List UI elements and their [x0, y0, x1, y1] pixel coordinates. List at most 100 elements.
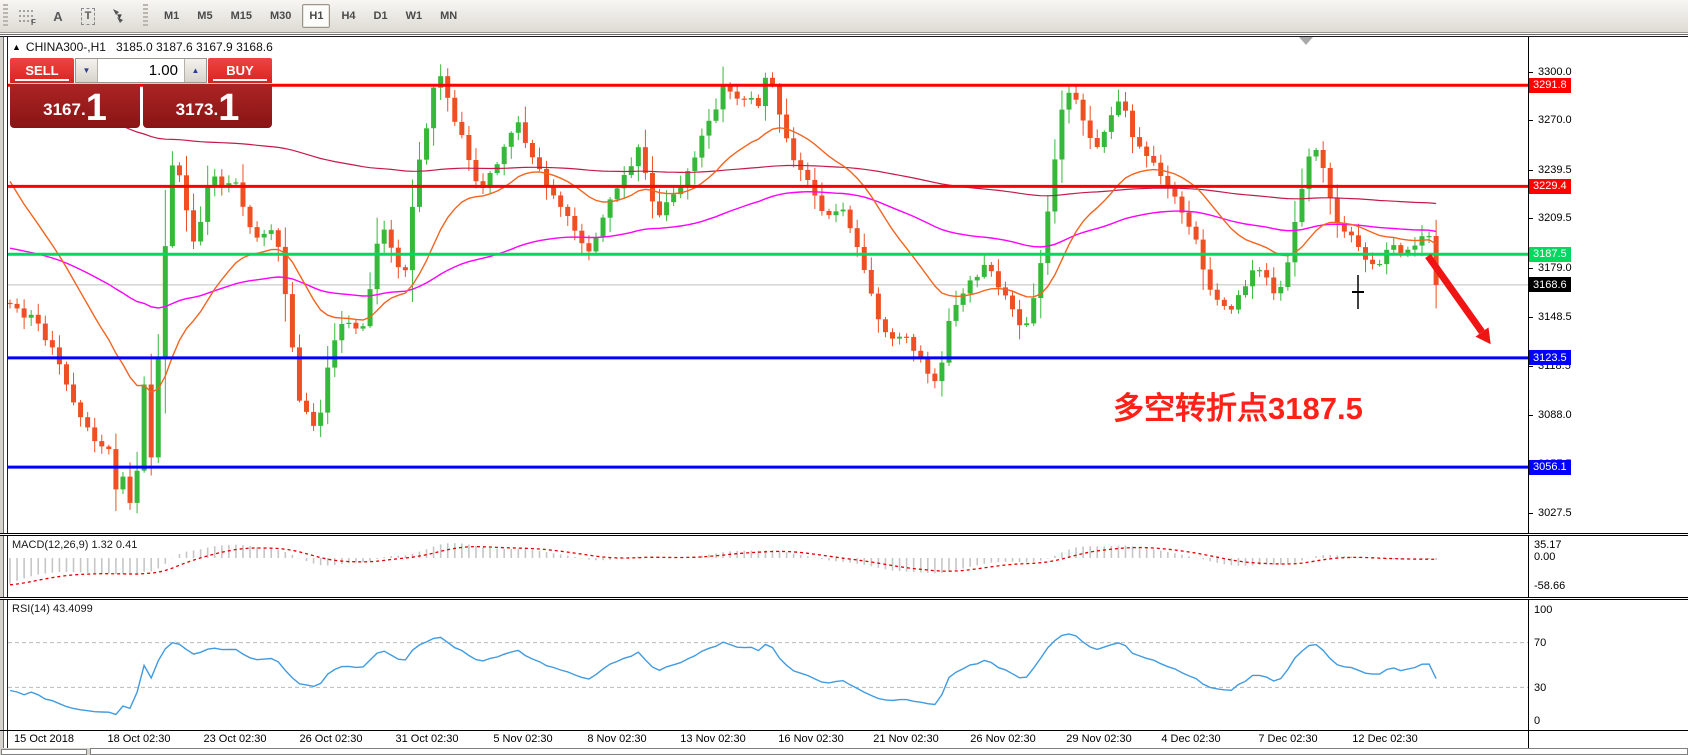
fibonacci-icon: F: [19, 10, 36, 25]
price-line-label: 3056.1: [1529, 459, 1571, 475]
bottom-scrollbar[interactable]: [90, 748, 1688, 755]
svg-text:F: F: [31, 18, 36, 25]
text-label-tool-button[interactable]: A: [44, 3, 72, 29]
window-top-border: [0, 33, 1688, 37]
sell-price-pip: 1: [85, 87, 107, 129]
sell-button[interactable]: SELL: [10, 58, 74, 83]
timeframe-d1[interactable]: D1: [373, 10, 388, 22]
rsi-axis-label: 100: [1534, 604, 1553, 616]
timeframe-h4[interactable]: H4: [341, 10, 356, 22]
sell-price-panel[interactable]: 3167. 1: [10, 84, 140, 128]
arrows-tool-button[interactable]: ▼: [104, 3, 132, 29]
axis-tick: [1528, 71, 1533, 73]
rsi-splitter[interactable]: [0, 597, 1688, 600]
volume-increase-button[interactable]: ▲: [184, 59, 206, 82]
time-axis-label: 8 Nov 02:30: [587, 733, 647, 745]
buy-button[interactable]: BUY: [208, 58, 272, 83]
macd-axis-label: 0.00: [1534, 551, 1556, 563]
text-tool-button[interactable]: T: [74, 3, 102, 29]
symbol-marker-icon: ▲: [12, 42, 21, 52]
volume-decrease-button[interactable]: ▼: [76, 59, 98, 82]
axis-tick-label: 3088.0: [1538, 408, 1572, 421]
time-axis-label: 26 Nov 02:30: [970, 733, 1036, 745]
window-left-border: [0, 37, 8, 755]
timeframe-m5[interactable]: M5: [197, 10, 213, 22]
toolbar-grip[interactable]: [3, 4, 8, 28]
dropdown-caret-icon: ▼: [115, 11, 124, 21]
axis-tick-label: 3148.5: [1538, 310, 1572, 323]
fibonacci-tool-button[interactable]: F: [14, 3, 42, 29]
time-axis-label: 31 Oct 02:30: [395, 733, 459, 745]
timeframe-mn[interactable]: MN: [440, 10, 458, 22]
one-click-trade-widget: SELL ▼ 1.00 ▲ BUY 3167. 1 3173. 1: [10, 58, 272, 128]
macd-axis-label: 35.17: [1534, 539, 1562, 551]
time-axis-label: 21 Nov 02:30: [873, 733, 939, 745]
timeframes-group: M1 M5 M15 M30 H1 H4 D1 W1 MN: [155, 4, 466, 28]
bottom-scroll-strip: [0, 748, 1688, 755]
timeframe-m1[interactable]: M1: [164, 10, 180, 22]
axis-tick-label: 3209.5: [1538, 212, 1572, 225]
timeline-border: [0, 730, 1688, 731]
time-axis-label: 13 Nov 02:30: [680, 733, 746, 745]
timeframe-m30[interactable]: M30: [269, 10, 292, 22]
time-axis-label: 12 Dec 02:30: [1352, 733, 1418, 745]
chart-header: ▲ CHINA300-,H1 3185.0 3187.6 3167.9 3168…: [12, 40, 273, 54]
axis-tick: [1528, 218, 1533, 220]
axis-tick: [1528, 316, 1533, 318]
candlestick-chart[interactable]: [8, 37, 1528, 533]
axis-tick: [1528, 414, 1533, 416]
bottom-left-box[interactable]: [1, 749, 87, 755]
price-line-label: 3291.8: [1529, 77, 1571, 93]
rsi-axis-label: 70: [1534, 637, 1547, 649]
rsi-axis-label: 30: [1534, 682, 1547, 694]
rsi-label: RSI(14) 43.4099: [12, 603, 93, 615]
buy-price-dot: .: [213, 100, 219, 119]
axis-tick-label: 3239.5: [1538, 163, 1572, 176]
price-line-label: 3187.5: [1529, 246, 1571, 262]
axis-tick: [1528, 267, 1533, 269]
timeframe-w1[interactable]: W1: [405, 10, 423, 22]
price-line-label: 3123.5: [1529, 350, 1571, 366]
chart-ohlc: 3185.0 3187.6 3167.9 3168.6: [115, 40, 273, 54]
sell-price-dot: .: [80, 100, 86, 119]
rsi-axis-label: 0: [1534, 715, 1541, 727]
chart-symbol: CHINA300-,H1: [25, 40, 106, 54]
buy-price-panel[interactable]: 3173. 1: [143, 84, 272, 128]
time-axis-label: 18 Oct 02:30: [107, 733, 171, 745]
axis-tick-label: 3179.0: [1538, 261, 1572, 274]
price-axis-separator: [1528, 37, 1529, 748]
time-axis-label: 7 Dec 02:30: [1258, 733, 1318, 745]
volume-value[interactable]: 1.00: [148, 62, 178, 79]
toolbar-grip-2[interactable]: [143, 4, 148, 28]
time-axis-label: 16 Nov 02:30: [778, 733, 844, 745]
annotation-arrow[interactable]: [1408, 236, 1578, 366]
macd-label: MACD(12,26,9) 1.32 0.41: [12, 539, 138, 551]
macd-axis-label: -58.66: [1534, 580, 1566, 592]
timeframe-m15[interactable]: M15: [230, 10, 252, 22]
timeframe-h1[interactable]: H1: [302, 4, 331, 28]
time-axis-label: 23 Oct 02:30: [203, 733, 267, 745]
axis-tick-label: 3300.0: [1538, 65, 1572, 78]
axis-tick-label: 3027.5: [1538, 506, 1572, 519]
buy-price-main: 3173: [175, 100, 214, 119]
axis-tick: [1528, 120, 1533, 122]
buy-price-pip: 1: [218, 87, 240, 129]
drawing-tools-group: F A T ▼: [13, 3, 133, 29]
axis-tick: [1528, 512, 1533, 514]
bid-price-label: 3168.6: [1529, 277, 1571, 293]
rsi-panel[interactable]: [8, 600, 1528, 730]
macd-splitter[interactable]: [0, 533, 1688, 536]
sell-price-main: 3167: [43, 100, 81, 119]
toolbar: F A T ▼ M1 M5 M15 M30 H1 H4 D1 W1 MN: [0, 0, 1688, 33]
chart-background: [8, 37, 1688, 748]
axis-tick-label: 3270.0: [1538, 114, 1572, 127]
text-label-icon: A: [53, 8, 63, 24]
scroll-marker-icon[interactable]: [1299, 37, 1313, 45]
time-axis-label: 29 Nov 02:30: [1066, 733, 1132, 745]
time-axis-label: 26 Oct 02:30: [299, 733, 363, 745]
time-axis-label: 15 Oct 2018: [14, 733, 74, 745]
annotation-text[interactable]: 多空转折点3187.5: [1113, 391, 1363, 426]
macd-panel[interactable]: [8, 536, 1528, 597]
time-axis-label: 5 Nov 02:30: [493, 733, 553, 745]
